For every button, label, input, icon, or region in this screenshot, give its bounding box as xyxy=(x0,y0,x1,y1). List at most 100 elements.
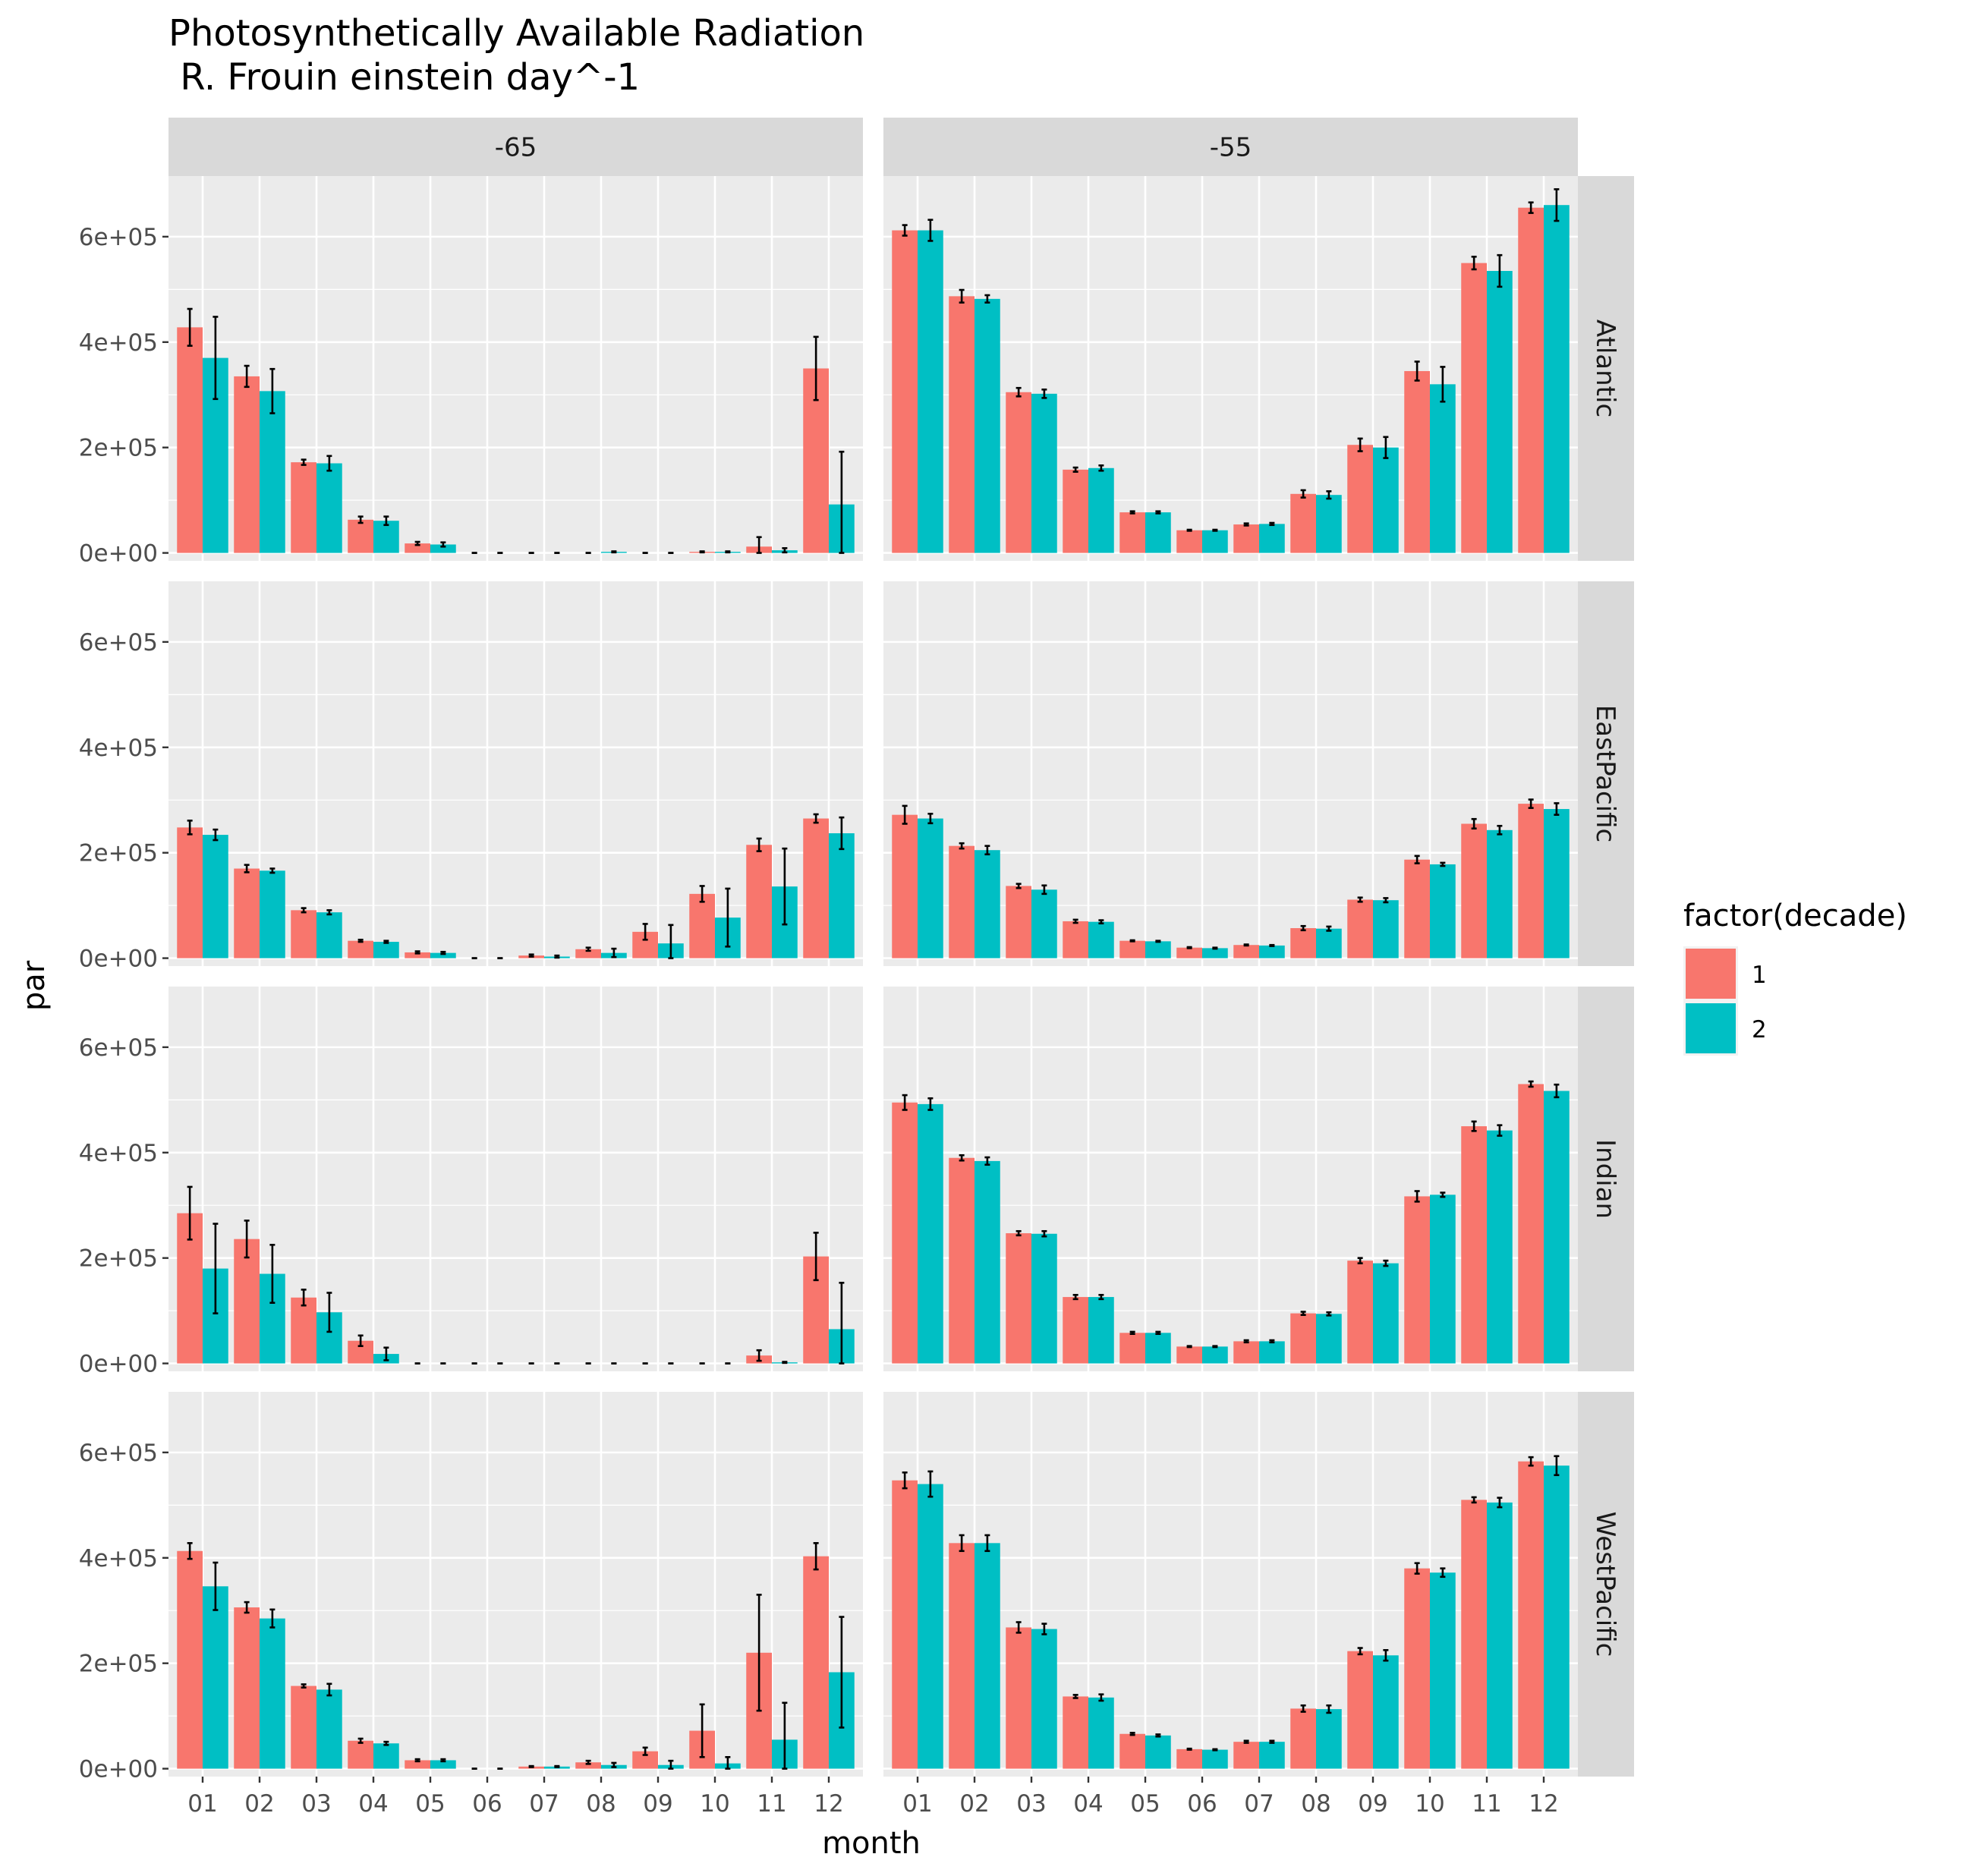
bar xyxy=(949,1157,975,1364)
bar xyxy=(1347,1261,1373,1364)
bar xyxy=(1233,1341,1259,1364)
bar xyxy=(1145,1735,1171,1769)
bar xyxy=(177,327,203,553)
bar xyxy=(405,1760,430,1769)
legend-item-label: 2 xyxy=(1752,1016,1767,1043)
bar xyxy=(1233,945,1259,958)
panel: 0e+00 2e+05 4e+05 6e+05 xyxy=(79,581,863,973)
bar xyxy=(918,1103,943,1364)
legend-title: factor(decade) xyxy=(1683,899,1907,933)
x-tick-label: 05 xyxy=(1130,1790,1160,1818)
chart-title-line1: Photosynthetically Available Radiation xyxy=(168,12,864,55)
bar xyxy=(1290,493,1316,553)
y-tick-label: 0e+00 xyxy=(79,540,158,568)
bar xyxy=(689,893,715,958)
x-tick-label: 10 xyxy=(1415,1790,1444,1818)
x-tick-label: 06 xyxy=(1187,1790,1217,1818)
bar xyxy=(1063,921,1088,958)
y-tick-label: 6e+05 xyxy=(79,1440,158,1467)
bar xyxy=(1176,1749,1202,1769)
y-tick-label: 6e+05 xyxy=(79,629,158,656)
bar xyxy=(575,949,601,958)
y-tick-label: 0e+00 xyxy=(79,1351,158,1378)
bar xyxy=(1063,1696,1088,1769)
bar xyxy=(1259,1341,1285,1364)
bar xyxy=(1373,1655,1399,1769)
bar xyxy=(1145,941,1171,958)
bar xyxy=(348,1740,373,1769)
x-tick-label: 05 xyxy=(415,1790,445,1818)
x-tick-label: 03 xyxy=(1016,1790,1046,1818)
x-tick-label: 07 xyxy=(1244,1790,1274,1818)
bar xyxy=(203,835,228,958)
x-tick-label: 08 xyxy=(1301,1790,1330,1818)
bar xyxy=(1404,1196,1430,1364)
bar xyxy=(746,845,772,958)
bar xyxy=(918,1484,943,1769)
facet-strip-col xyxy=(168,118,863,176)
bar xyxy=(1119,1333,1145,1364)
x-tick-label: 03 xyxy=(301,1790,331,1818)
bar xyxy=(405,952,430,958)
x-tick-label: 02 xyxy=(244,1790,274,1818)
bar xyxy=(1347,1651,1373,1769)
bar xyxy=(949,296,975,553)
bar xyxy=(892,814,918,958)
facet-strip-col xyxy=(883,118,1578,176)
bar xyxy=(1006,886,1031,958)
bar xyxy=(1259,1742,1285,1769)
facet-label-row: Indian xyxy=(1590,1139,1620,1219)
bar xyxy=(1430,1195,1456,1364)
y-axis-title: par xyxy=(17,960,52,1011)
y-tick-label: 2e+05 xyxy=(79,1651,158,1678)
y-tick-label: 0e+00 xyxy=(79,1756,158,1783)
bar xyxy=(1404,1568,1430,1769)
bar xyxy=(1145,1333,1171,1364)
bar xyxy=(1176,947,1202,958)
bar xyxy=(430,952,456,958)
panels-layer: -65 -55 Atlantic EastPacific Indian WestPacif… xyxy=(79,118,1634,1818)
bar xyxy=(1290,1708,1316,1769)
bar xyxy=(373,942,399,958)
x-tick-label: 04 xyxy=(358,1790,388,1818)
bar xyxy=(177,827,203,958)
bar xyxy=(1430,1572,1456,1769)
bar xyxy=(1461,823,1487,958)
bar xyxy=(1544,809,1570,958)
x-tick-label: 04 xyxy=(1073,1790,1103,1818)
bar xyxy=(1145,512,1171,553)
x-tick-label: 01 xyxy=(902,1790,932,1818)
y-tick-label: 2e+05 xyxy=(79,840,158,867)
facet-label-row: Atlantic xyxy=(1590,319,1620,417)
bar xyxy=(1119,940,1145,958)
x-tick-label: 12 xyxy=(1529,1790,1558,1818)
panel: 0e+00 2e+05 4e+05 6e+05 xyxy=(79,176,863,568)
legend: factor(decade) 1 2 xyxy=(1683,899,1907,1056)
bar xyxy=(1518,1084,1544,1364)
panel: 01 02 03 04 05 06 07 08 09 10 11 12 xyxy=(883,1392,1578,1818)
x-tick-label: 09 xyxy=(643,1790,672,1818)
bar xyxy=(1487,1502,1513,1769)
bar xyxy=(1347,899,1373,958)
facet-strip-row xyxy=(1578,1392,1634,1777)
bar xyxy=(975,1543,1000,1769)
bar xyxy=(829,833,855,958)
y-tick-label: 4e+05 xyxy=(79,1545,158,1572)
bar xyxy=(1290,1313,1316,1364)
bar xyxy=(1088,1697,1114,1769)
bar xyxy=(1544,1465,1570,1769)
bar xyxy=(1487,271,1513,553)
bar xyxy=(316,463,342,553)
bar xyxy=(1373,1263,1399,1364)
bar xyxy=(1119,512,1145,553)
bar xyxy=(892,1480,918,1769)
bar xyxy=(975,298,1000,553)
y-tick-label: 4e+05 xyxy=(79,1140,158,1167)
bar xyxy=(1373,900,1399,958)
bar xyxy=(1518,804,1544,958)
bar xyxy=(1233,524,1259,553)
bar xyxy=(803,818,829,958)
x-tick-label: 11 xyxy=(757,1790,786,1818)
bar xyxy=(348,940,373,958)
bar xyxy=(316,912,342,958)
